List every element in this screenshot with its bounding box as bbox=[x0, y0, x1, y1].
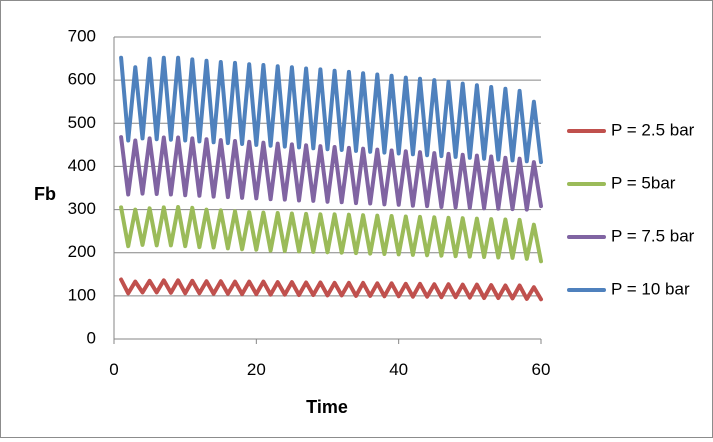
x-tick-label: 40 bbox=[389, 360, 408, 379]
series-line-4 bbox=[119, 55, 543, 165]
y-tick-label: 300 bbox=[68, 199, 96, 218]
series-lines bbox=[119, 55, 543, 302]
x-tick-label: 60 bbox=[532, 360, 551, 379]
legend-label-3: P = 7.5 bar bbox=[611, 226, 695, 245]
legend-label-4: P = 10 bar bbox=[611, 279, 690, 298]
y-tick-label: 0 bbox=[87, 328, 96, 347]
tick-labels: 0 100 200 300 400 500 600 700 0 20 40 60 bbox=[68, 26, 551, 379]
y-tick-label: 700 bbox=[68, 26, 96, 45]
y-axis-title: Fb bbox=[34, 184, 56, 204]
legend: P = 2.5 bar P = 5bar P = 7.5 bar P = 10 bar bbox=[567, 120, 695, 298]
x-axis-title: Time bbox=[306, 397, 348, 417]
y-tick-label: 200 bbox=[68, 242, 96, 261]
legend-label-2: P = 5bar bbox=[611, 173, 676, 192]
y-tick-label: 500 bbox=[68, 113, 96, 132]
y-tick-label: 400 bbox=[68, 156, 96, 175]
x-tick-label: 20 bbox=[247, 360, 266, 379]
x-tick-label: 0 bbox=[109, 360, 118, 379]
y-tick-label: 100 bbox=[68, 285, 96, 304]
legend-label-1: P = 2.5 bar bbox=[611, 120, 695, 139]
series-line-2 bbox=[119, 205, 543, 264]
series-line-1 bbox=[119, 277, 543, 302]
series-line-3 bbox=[119, 135, 543, 212]
y-tick-label: 600 bbox=[68, 70, 96, 89]
